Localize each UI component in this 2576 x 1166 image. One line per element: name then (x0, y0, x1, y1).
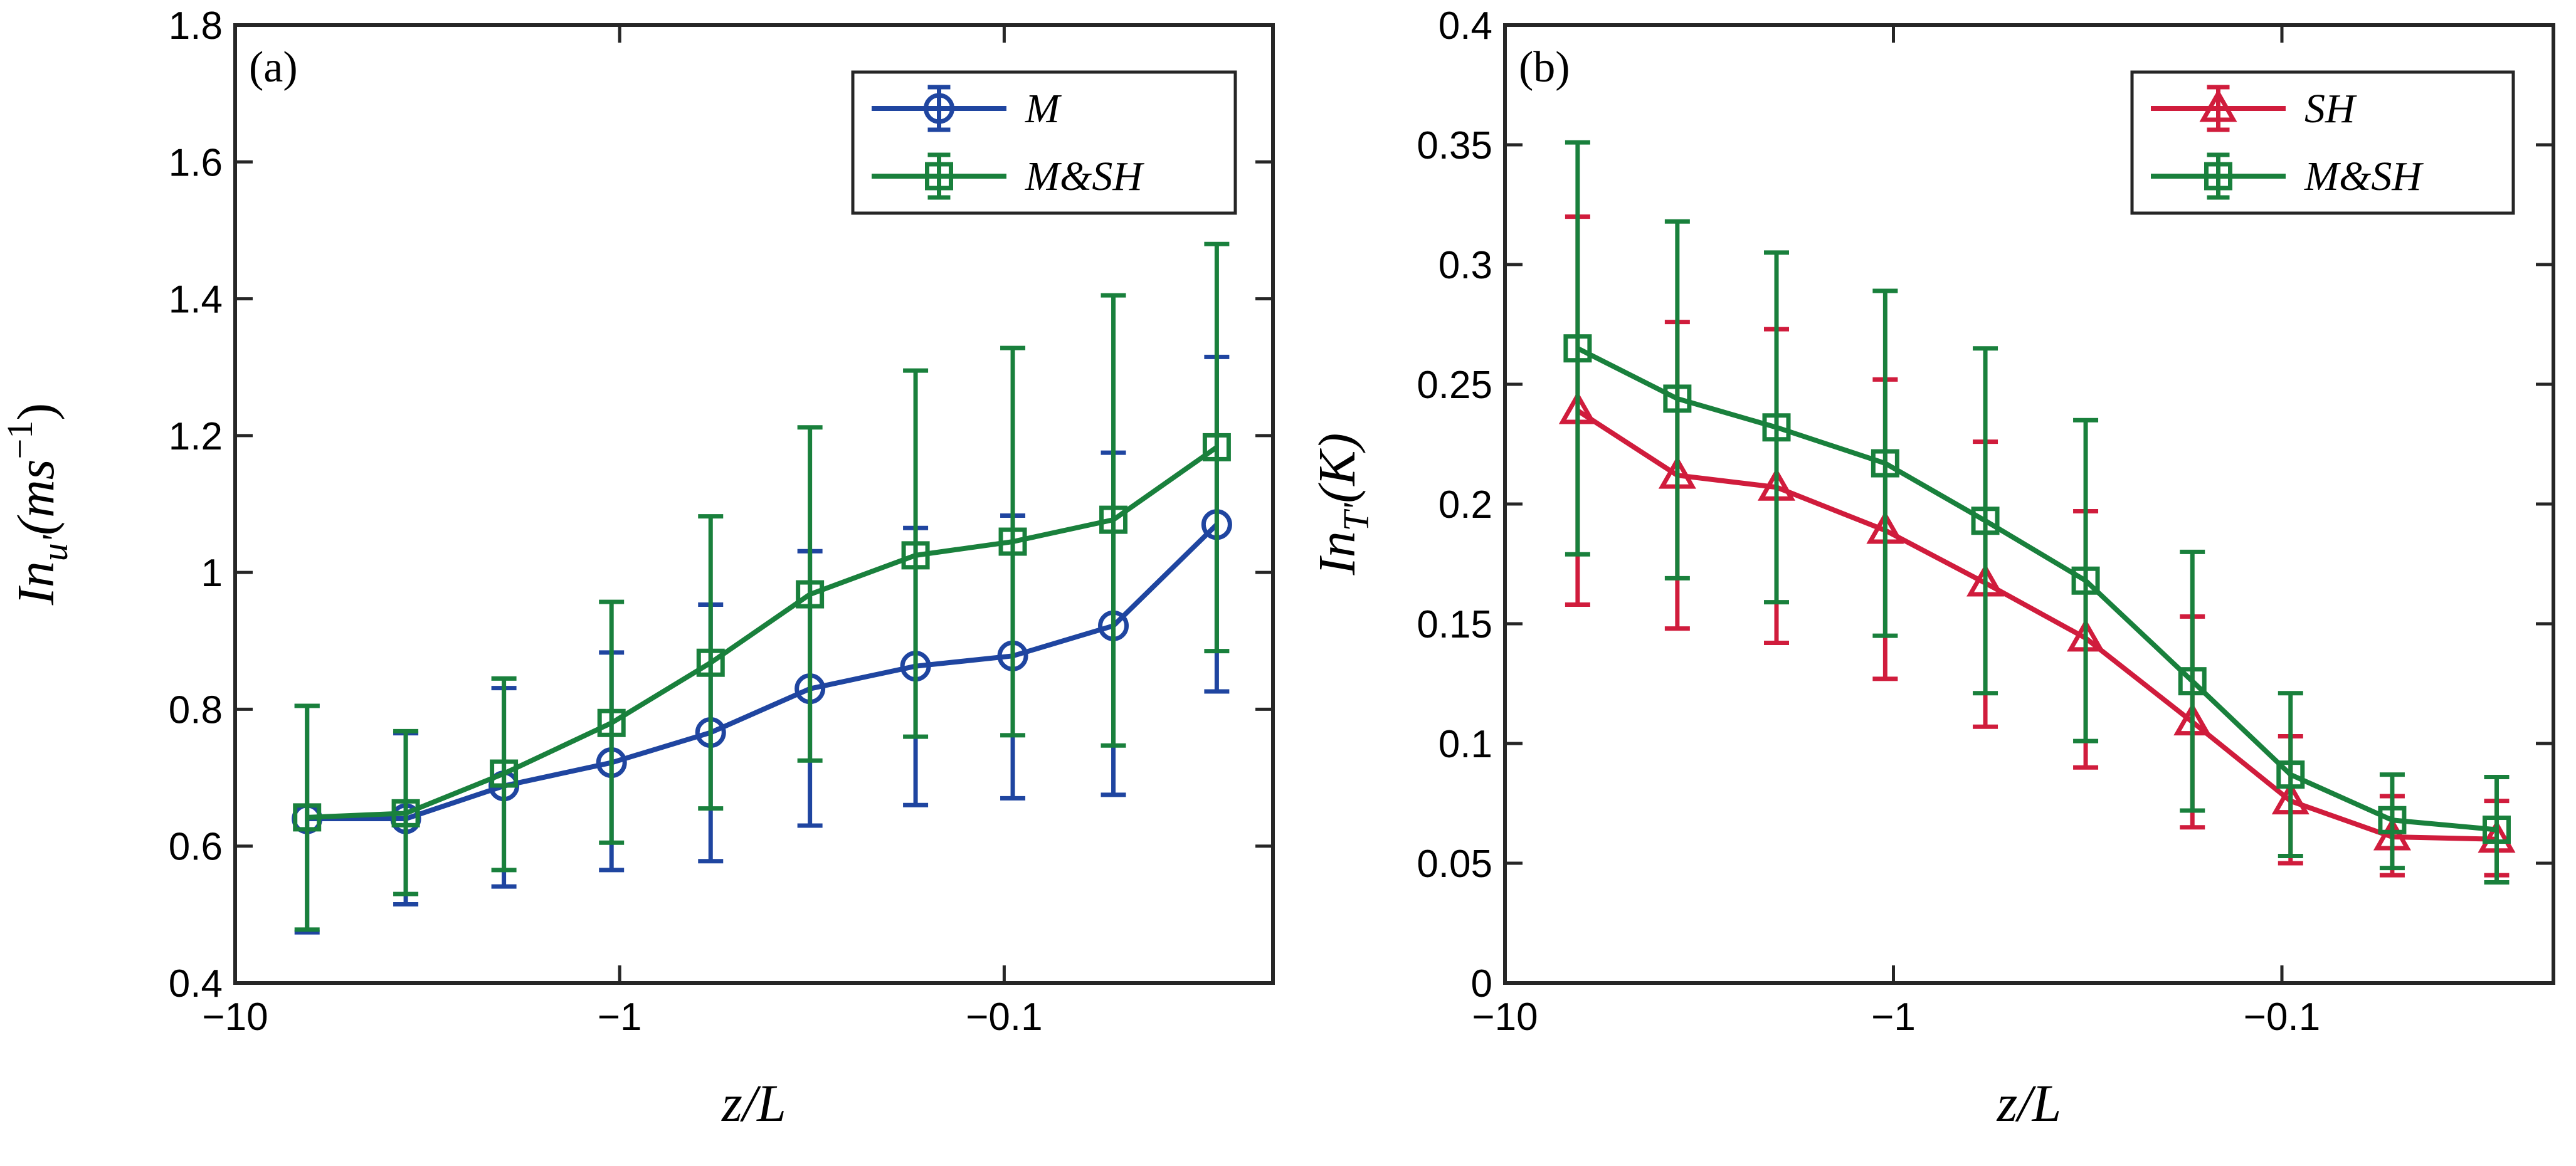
data-point (490, 759, 519, 788)
data-point (2378, 806, 2407, 834)
y-axis-label: Inu'(ms−1) (0, 403, 75, 606)
axes-frame (233, 23, 1275, 985)
y-tick-label: 0.25 (1417, 364, 1492, 407)
legend-marker (924, 93, 954, 124)
data-point (1202, 433, 1231, 461)
y-tick-label: 1.4 (169, 278, 223, 322)
legend-label: SH (2304, 86, 2357, 132)
x-axis-label: z/L (1997, 1074, 2062, 1133)
y-tick-label: 1.6 (169, 141, 223, 184)
x-tick-label: −10 (202, 995, 268, 1039)
data-point (2276, 760, 2305, 789)
data-point (293, 803, 322, 832)
legend-label: M&SH (1025, 154, 1144, 199)
series-SH (1558, 214, 2516, 878)
data-point (597, 708, 626, 737)
legend-marker (925, 162, 953, 191)
y-tick-label: 0.3 (1438, 244, 1492, 287)
y-tick-label: 0.35 (1417, 124, 1492, 167)
panel-label: (b) (1519, 43, 1570, 92)
panel-a: 0.4 0.6 0.8 1 1.2 1.4 1.6 1.8 −10 −1 −0.1 z/L Inu'(m… (0, 4, 1275, 1133)
legend-box (2130, 70, 2515, 215)
y-tick-label: 0.05 (1417, 843, 1492, 886)
data-point (1663, 384, 1692, 413)
y-tick-label: 0.1 (1438, 723, 1492, 766)
series-M (292, 354, 1232, 935)
data-point (1971, 507, 2000, 535)
legend-marker (2199, 88, 2237, 122)
data-point (796, 580, 825, 609)
panel-label: (a) (249, 43, 298, 92)
y-tick-label: 1.2 (169, 415, 223, 458)
y-tick-label: 0.15 (1417, 603, 1492, 646)
legend-box (851, 70, 1237, 215)
data-point (1099, 505, 1128, 534)
data-point (2482, 816, 2511, 844)
data-point (998, 527, 1027, 556)
y-tick-label: 1 (201, 552, 223, 595)
x-tick-label: −0.1 (2244, 995, 2320, 1039)
x-tick-label: −1 (1871, 995, 1916, 1039)
data-point (1871, 449, 1899, 478)
data-point (2178, 667, 2207, 696)
x-axis-label: z/L (721, 1074, 786, 1133)
y-tick-label: 0.4 (1438, 4, 1492, 48)
data-point (2071, 566, 2100, 595)
data-point (1762, 413, 1791, 442)
legend: SH M&SH (2130, 70, 2515, 215)
series-M&SH (293, 241, 1231, 932)
y-tick-label: 0 (1471, 962, 1492, 1006)
data-point (391, 799, 420, 827)
x-tick-label: −10 (1472, 995, 1538, 1039)
legend-marker (2204, 162, 2232, 191)
data-point (1563, 334, 1592, 363)
series-line (1576, 346, 2497, 832)
y-tick-label: 0.4 (169, 962, 223, 1006)
y-tick-label: 0.2 (1438, 483, 1492, 527)
series-line (307, 445, 1218, 820)
legend-label: M (1025, 86, 1062, 132)
data-point (901, 541, 930, 570)
series-line (307, 522, 1219, 822)
panel-b: 0 0.05 0.1 0.15 0.2 0.25 0.3 0.35 0.4 −10 −1 −0.1 z/… (1308, 4, 2555, 1133)
data-point (696, 648, 725, 677)
y-tick-label: 0.6 (169, 826, 223, 869)
y-tick-label: 1.8 (169, 4, 223, 48)
x-tick-label: −0.1 (966, 995, 1042, 1039)
series-line (1576, 408, 2497, 842)
legend: M M&SH (851, 70, 1237, 215)
y-tick-label: 0.8 (169, 688, 223, 732)
legend-label: M&SH (2304, 154, 2424, 199)
y-axis-label: InT'(K) (1308, 433, 1376, 576)
series-M&SH (1563, 140, 2511, 885)
x-tick-label: −1 (598, 995, 642, 1039)
